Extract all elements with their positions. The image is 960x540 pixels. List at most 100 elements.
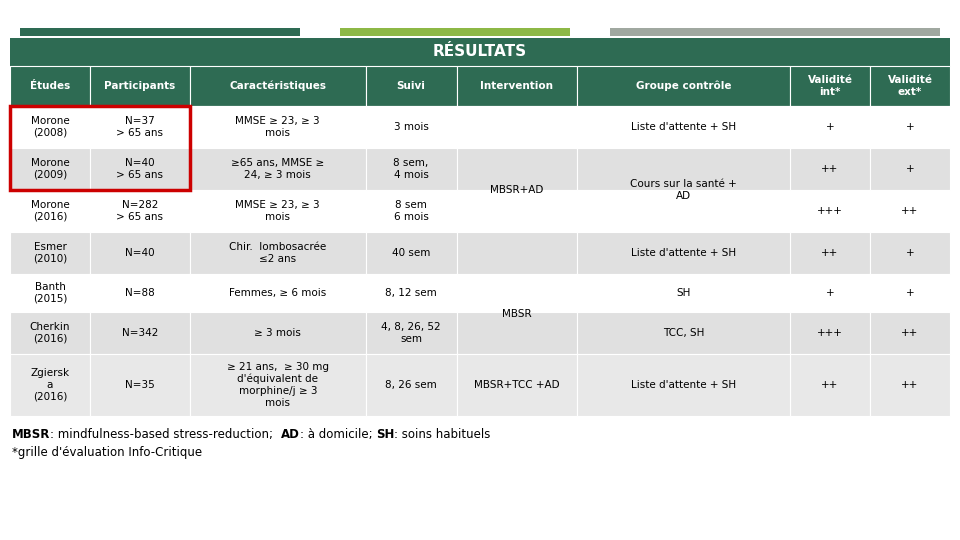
Text: MBSR+TCC +AD: MBSR+TCC +AD <box>474 380 560 390</box>
Bar <box>457 312 577 354</box>
Text: MBSR: MBSR <box>502 309 532 319</box>
Bar <box>90 148 190 190</box>
Bar <box>190 274 366 312</box>
Text: N=40: N=40 <box>125 248 155 258</box>
Bar <box>870 148 950 190</box>
Text: ++: ++ <box>822 164 839 174</box>
Text: 40 sem: 40 sem <box>392 248 430 258</box>
Text: +++: +++ <box>817 206 843 216</box>
Bar <box>366 66 457 106</box>
Bar <box>190 312 366 354</box>
Bar <box>366 148 457 190</box>
Bar <box>190 354 366 416</box>
Text: MMSE ≥ 23, ≥ 3
mois: MMSE ≥ 23, ≥ 3 mois <box>235 116 320 138</box>
Bar <box>577 354 790 416</box>
Text: ≥ 21 ans,  ≥ 30 mg
d'équivalent de
morphine/j ≥ 3
mois: ≥ 21 ans, ≥ 30 mg d'équivalent de morphi… <box>227 362 328 408</box>
Bar <box>790 106 870 148</box>
Bar <box>20 28 300 36</box>
Text: +: + <box>905 288 914 298</box>
Bar <box>790 354 870 416</box>
Text: Études: Études <box>30 81 70 91</box>
Text: : à domicile;: : à domicile; <box>300 428 376 441</box>
Text: RÉSULTATS: RÉSULTATS <box>433 44 527 59</box>
Bar <box>366 232 457 274</box>
Bar <box>366 106 457 148</box>
Bar <box>457 274 577 312</box>
Text: ≥ 3 mois: ≥ 3 mois <box>254 328 301 338</box>
Bar <box>10 274 90 312</box>
Bar <box>10 148 90 190</box>
Bar <box>90 312 190 354</box>
Text: SH: SH <box>676 288 690 298</box>
Bar <box>190 148 366 190</box>
Bar <box>10 232 90 274</box>
Bar <box>10 66 90 106</box>
Text: Suivi: Suivi <box>396 81 425 91</box>
Bar <box>90 106 190 148</box>
Bar <box>870 274 950 312</box>
Text: Morone
(2009): Morone (2009) <box>31 158 69 180</box>
Text: ++: ++ <box>901 328 919 338</box>
Bar <box>10 354 90 416</box>
Text: *grille d'évaluation Info-Critique: *grille d'évaluation Info-Critique <box>12 446 203 459</box>
Text: AD: AD <box>281 428 300 441</box>
Text: 8, 26 sem: 8, 26 sem <box>385 380 437 390</box>
Text: MBSR: MBSR <box>12 428 50 441</box>
Bar <box>190 106 366 148</box>
Text: Participants: Participants <box>105 81 176 91</box>
Bar <box>457 106 577 148</box>
Bar <box>90 354 190 416</box>
Bar <box>457 66 577 106</box>
Bar <box>577 312 790 354</box>
Bar <box>366 274 457 312</box>
Bar <box>10 190 90 232</box>
Text: : mindfulness-based stress-reduction;: : mindfulness-based stress-reduction; <box>50 428 281 441</box>
Text: N=35: N=35 <box>125 380 155 390</box>
Bar <box>90 190 190 232</box>
Text: SH: SH <box>376 428 395 441</box>
Text: MBSR+AD: MBSR+AD <box>490 185 543 195</box>
Bar <box>790 274 870 312</box>
Bar <box>366 190 457 232</box>
Bar <box>10 38 950 66</box>
Text: Banth
(2015): Banth (2015) <box>33 282 67 304</box>
Text: : soins habituels: : soins habituels <box>395 428 491 441</box>
Bar <box>457 190 577 232</box>
Bar <box>790 232 870 274</box>
Bar <box>190 190 366 232</box>
Text: ++: ++ <box>822 380 839 390</box>
Text: N=37
> 65 ans: N=37 > 65 ans <box>116 116 163 138</box>
Text: Validité
ext*: Validité ext* <box>887 75 932 97</box>
Bar <box>577 274 790 312</box>
Text: 8 sem,
4 mois: 8 sem, 4 mois <box>394 158 429 180</box>
Bar <box>366 354 457 416</box>
Text: Cours sur la santé +
AD: Cours sur la santé + AD <box>630 179 736 201</box>
Bar <box>610 28 940 36</box>
Text: +: + <box>826 288 834 298</box>
Text: Zgiersk
a
(2016): Zgiersk a (2016) <box>31 368 69 402</box>
Text: Morone
(2016): Morone (2016) <box>31 200 69 222</box>
Bar <box>90 232 190 274</box>
Bar <box>457 354 577 416</box>
Text: Liste d'attente + SH: Liste d'attente + SH <box>631 248 736 258</box>
Bar <box>577 232 790 274</box>
Text: Esmer
(2010): Esmer (2010) <box>33 242 67 264</box>
Bar <box>10 106 90 148</box>
Text: Intervention: Intervention <box>480 81 553 91</box>
Bar <box>870 106 950 148</box>
Text: Morone
(2008): Morone (2008) <box>31 116 69 138</box>
Text: +++: +++ <box>817 328 843 338</box>
Text: ++: ++ <box>901 206 919 216</box>
Bar <box>577 190 790 232</box>
Bar <box>577 148 790 190</box>
Bar <box>457 148 577 190</box>
Bar <box>790 66 870 106</box>
Bar <box>10 312 90 354</box>
Bar <box>790 190 870 232</box>
Text: +: + <box>826 122 834 132</box>
Text: MMSE ≥ 23, ≥ 3
mois: MMSE ≥ 23, ≥ 3 mois <box>235 200 320 222</box>
Text: ≥65 ans, MMSE ≥
24, ≥ 3 mois: ≥65 ans, MMSE ≥ 24, ≥ 3 mois <box>231 158 324 180</box>
Bar <box>457 232 577 274</box>
Bar <box>190 232 366 274</box>
Text: N=282
> 65 ans: N=282 > 65 ans <box>116 200 163 222</box>
